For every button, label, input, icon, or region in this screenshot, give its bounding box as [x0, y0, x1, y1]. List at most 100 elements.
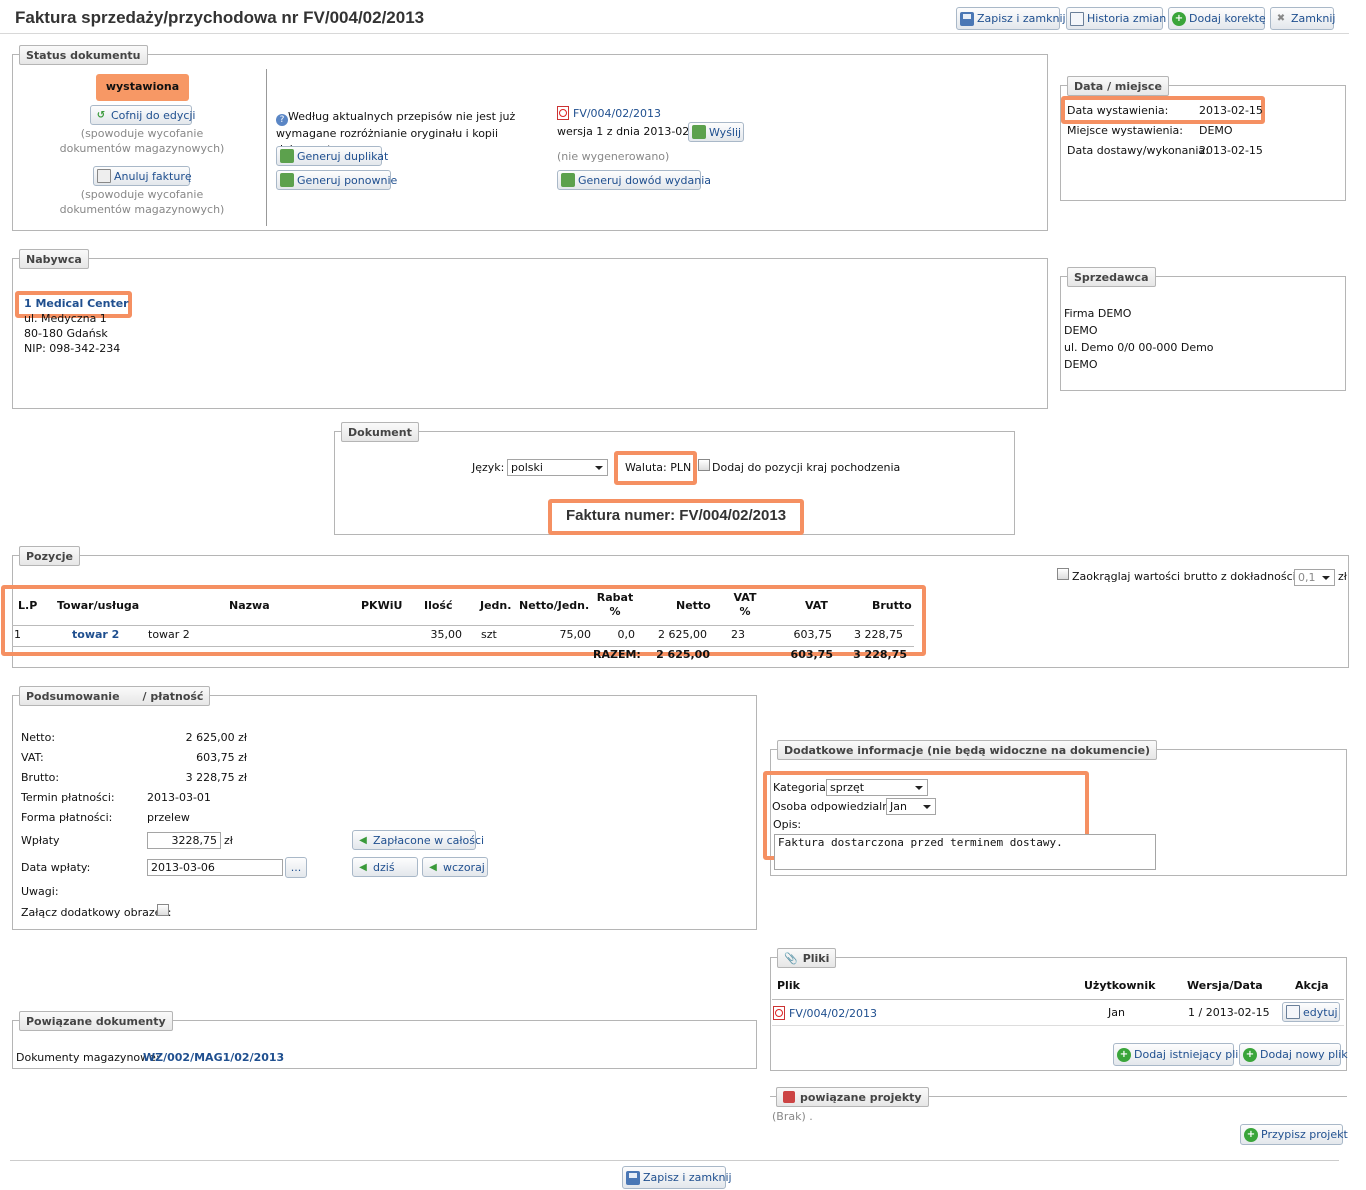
rounding-unit: zł [1338, 570, 1347, 583]
today-button[interactable]: ◀ dziś [352, 857, 418, 877]
history-button[interactable]: Historia zmian [1066, 7, 1166, 30]
file-version: 1 / 2013-02-15 [1188, 1006, 1270, 1019]
yesterday-button[interactable]: ◀ wczoraj [422, 857, 488, 877]
due-date-value: 2013-03-01 [147, 791, 211, 804]
related-doc-link[interactable]: WZ/002/MAG1/02/2013 [143, 1051, 285, 1064]
positions-legend: Pozycje [19, 546, 80, 566]
edit-file-label: edytuj [1303, 1005, 1338, 1019]
origin-label: Dodaj do pozycji kraj pochodzenia [712, 461, 901, 474]
arrow-left-icon: ◀ [429, 861, 437, 873]
pdf-file-link[interactable]: FV/004/02/2013 [557, 106, 661, 120]
buyer-name-link[interactable]: 1 Medical Center [24, 297, 129, 310]
positions-panel: Pozycje [12, 546, 1349, 668]
trash-icon [97, 169, 111, 183]
notes-label: Uwagi: [21, 885, 59, 898]
paid-label: Wpłaty [21, 834, 60, 847]
delivery-date-value: 2013-02-15 [1199, 144, 1263, 157]
col-vat: VAT [805, 599, 828, 612]
language-select[interactable]: polski [507, 459, 608, 476]
projects-panel: powiązane projekty [770, 1087, 1347, 1148]
vat-label: VAT: [21, 751, 44, 764]
files-col-action: Akcja [1295, 979, 1329, 992]
date-picker-button[interactable]: ... [285, 857, 307, 878]
revert-to-edit-button[interactable]: ↺ Cofnij do edycji [90, 105, 196, 125]
col-vat-rate: VAT % [733, 591, 757, 618]
attach-image-checkbox[interactable] [157, 904, 169, 916]
revert-note: (spowoduje wycofanie dokumentów magazyno… [59, 127, 225, 155]
extra-info-legend: Dodatkowe informacje (nie będą widoczne … [777, 740, 1158, 760]
assign-project-label: Przypisz projekt [1261, 1128, 1348, 1141]
paid-in-full-label: Zapłacone w całości [373, 833, 485, 847]
col-net: Netto [676, 599, 711, 612]
seller-line: Firma DEMO [1064, 307, 1132, 320]
extra-info-panel: Dodatkowe informacje (nie będą widoczne … [770, 740, 1347, 876]
send-button[interactable]: Wyślij [688, 122, 744, 142]
pdf-file-link-label: FV/004/02/2013 [573, 107, 661, 120]
files-panel: 📎 Pliki [770, 948, 1347, 1071]
col-unit: Jedn. [480, 599, 512, 612]
file-link[interactable]: FV/004/02/2013 [773, 1006, 877, 1020]
info-text-label: Według aktualnych przepisów nie jest już… [276, 110, 516, 156]
col-pkwiu: PKWiU [361, 599, 403, 612]
paid-in-full-button[interactable]: ◀ Zapłacone w całości [352, 830, 484, 850]
col-name: Nazwa [229, 599, 270, 612]
responsible-select[interactable]: Jan [886, 798, 936, 815]
date-place-legend: Data / miejsce [1067, 76, 1169, 96]
col-unit-net: Netto/Jedn. [519, 599, 590, 612]
generate-duplicate-button[interactable]: Generuj duplikat [276, 146, 388, 166]
assign-project-button[interactable]: + Przypisz projekt [1240, 1124, 1348, 1145]
regenerate-button[interactable]: Generuj ponownie [276, 170, 397, 190]
totals-net: 2 625,00 [656, 648, 710, 661]
row-vat: 603,75 [793, 628, 833, 641]
paid-amount-input[interactable]: 3228,75 [147, 832, 221, 849]
description-label: Opis: [773, 818, 802, 831]
description-textarea[interactable]: Faktura dostarczona przed terminem dosta… [774, 834, 1156, 870]
undo-icon: ↺ [96, 109, 106, 121]
add-new-file-button[interactable]: + Dodaj nowy plik [1239, 1043, 1348, 1066]
seller-line: DEMO [1064, 324, 1098, 337]
buyer-legend: Nabywca [19, 249, 89, 269]
totals-vat: 603,75 [790, 648, 833, 661]
cancel-invoice-button[interactable]: Anuluj fakturę [93, 166, 192, 186]
add-correction-button[interactable]: + Dodaj korektę [1168, 7, 1266, 30]
proof-label: Generuj dowód wydania [578, 173, 711, 187]
buyer-street: ul. Medyczna 1 [24, 312, 107, 325]
plus-icon: + [1244, 1127, 1258, 1142]
generate-proof-button[interactable]: Generuj dowód wydania [557, 170, 711, 190]
row-gross: 3 228,75 [854, 628, 903, 641]
issue-date-highlight [1061, 96, 1265, 124]
save-close-button[interactable]: Zapisz i zamknij [956, 7, 1066, 30]
rounding-checkbox[interactable] [1057, 568, 1069, 580]
row-item-link[interactable]: towar 2 [72, 628, 120, 641]
seller-line: ul. Demo 0/0 00-000 Demo [1064, 341, 1214, 354]
origin-checkbox[interactable] [698, 459, 710, 471]
footer-save-close-label: Zapisz i zamknij [643, 1171, 732, 1184]
close-icon: ✖ [1276, 13, 1286, 24]
row-unit-net: 75,00 [559, 628, 592, 641]
disk-icon [960, 11, 974, 26]
due-date-label: Termin płatności: [21, 791, 115, 804]
payment-date-input[interactable]: 2013-03-06 [147, 859, 283, 876]
category-select[interactable]: sprzęt [826, 779, 928, 796]
close-button[interactable]: ✖ Zamknij [1270, 7, 1335, 30]
language-label: Język: [472, 461, 505, 474]
row-name: towar 2 [148, 628, 190, 641]
rounding-select[interactable]: 0,1 [1294, 569, 1335, 586]
gross-label: Brutto: [21, 771, 60, 784]
paid-unit: zł [224, 834, 233, 847]
title-divider [0, 33, 1349, 34]
history-icon [1070, 11, 1084, 26]
arrow-left-icon: ◀ [359, 834, 367, 846]
attach-image-label: Załącz dodatkowy obrazek: [21, 906, 172, 919]
col-item: Towar/usługa [57, 599, 140, 612]
footer-save-close-button[interactable]: Zapisz i zamknij [622, 1166, 732, 1189]
projects-legend: powiązane projekty [776, 1087, 929, 1107]
seller-panel: Sprzedawca [1060, 267, 1346, 391]
files-row-divider [772, 1025, 1344, 1026]
add-existing-file-button[interactable]: + Dodaj istniejący plik [1113, 1043, 1245, 1066]
category-label: Kategoria: [773, 781, 830, 794]
edit-file-button[interactable]: edytuj [1282, 1002, 1340, 1022]
row-lp: 1 [14, 628, 21, 641]
responsible-label: Osoba odpowiedzialna: [772, 800, 900, 813]
col-qty: Ilość [424, 599, 453, 612]
